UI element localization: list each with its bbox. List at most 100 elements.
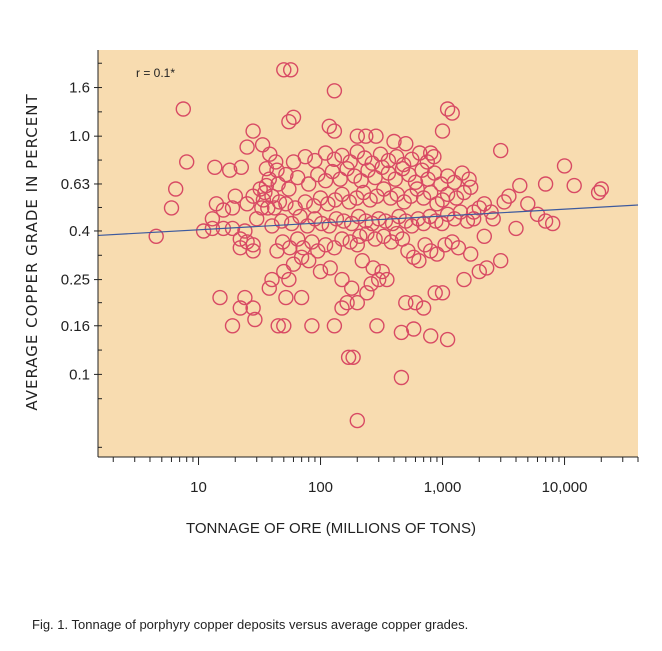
data-point xyxy=(227,188,244,204)
data-point xyxy=(281,113,297,130)
x-axis-ticks xyxy=(112,457,639,465)
data-point xyxy=(297,194,313,210)
data-point xyxy=(237,289,253,306)
data-point xyxy=(566,177,582,194)
data-point xyxy=(295,240,311,256)
data-point xyxy=(429,246,445,262)
data-point xyxy=(395,156,412,173)
data-point xyxy=(414,162,430,178)
data-point xyxy=(334,300,350,316)
data-point xyxy=(278,166,294,183)
data-point xyxy=(148,228,164,245)
x-tick-label: 10 xyxy=(190,479,207,496)
data-point xyxy=(167,181,184,197)
data-point xyxy=(320,196,336,212)
data-point xyxy=(411,253,427,269)
data-point xyxy=(456,271,472,288)
data-point xyxy=(369,318,385,334)
data-point xyxy=(434,285,451,301)
data-point xyxy=(450,240,467,256)
data-point xyxy=(415,300,432,316)
data-point xyxy=(276,263,292,280)
data-point xyxy=(332,171,348,187)
data-point xyxy=(290,231,306,247)
data-point xyxy=(281,181,297,197)
data-point xyxy=(379,271,395,288)
data-point xyxy=(261,280,277,296)
data-point xyxy=(232,231,249,247)
data-point xyxy=(363,276,379,292)
y-tick-label: 0.63 xyxy=(61,176,90,193)
data-point xyxy=(239,196,255,212)
data-point xyxy=(349,412,365,429)
data-point xyxy=(354,253,370,269)
data-point xyxy=(359,225,375,242)
data-point xyxy=(328,211,345,227)
data-point xyxy=(312,263,329,280)
data-point xyxy=(393,369,410,386)
y-tick-label: 0.25 xyxy=(61,272,90,289)
data-point xyxy=(341,194,357,210)
data-point xyxy=(537,176,554,192)
data-point xyxy=(178,154,195,170)
data-point xyxy=(255,192,272,208)
data-point xyxy=(271,194,288,210)
data-point xyxy=(493,142,509,159)
data-point xyxy=(537,213,554,229)
data-point xyxy=(398,295,414,311)
data-point xyxy=(439,331,456,348)
data-point xyxy=(463,246,479,262)
data-point xyxy=(417,237,433,253)
data-point xyxy=(428,213,444,229)
data-point xyxy=(163,200,180,216)
data-point xyxy=(334,271,350,288)
data-point xyxy=(512,177,528,194)
data-point xyxy=(249,211,265,227)
data-point xyxy=(545,215,561,232)
data-point xyxy=(339,295,355,311)
y-axis-title: AVERAGE COPPER GRADE IN PERCENT xyxy=(23,93,41,410)
data-point xyxy=(446,174,463,191)
correlation-annotation: r = 0.1* xyxy=(136,66,175,80)
data-point xyxy=(310,243,326,259)
data-point xyxy=(326,83,343,99)
y-tick-label: 0.4 xyxy=(69,223,90,240)
data-point xyxy=(270,318,286,334)
data-point xyxy=(321,118,337,135)
data-point xyxy=(371,271,387,288)
data-point xyxy=(281,271,297,288)
data-point xyxy=(410,211,426,227)
data-point xyxy=(476,228,492,245)
data-point xyxy=(340,349,357,365)
y-axis-tick-labels: 1.6 1.0 0.63 0.4 0.25 0.16 0.1 xyxy=(61,80,90,384)
data-point xyxy=(434,123,451,139)
data-point xyxy=(368,128,384,144)
data-point xyxy=(293,289,310,306)
data-point xyxy=(326,123,343,139)
data-point xyxy=(224,200,241,216)
data-point xyxy=(412,145,428,161)
data-point xyxy=(212,289,228,306)
data-point xyxy=(285,256,302,272)
data-point xyxy=(326,151,343,168)
data-point xyxy=(233,159,250,176)
data-point xyxy=(307,152,323,169)
data-point xyxy=(322,260,338,276)
data-point xyxy=(237,223,253,239)
data-point xyxy=(304,318,320,334)
data-point xyxy=(479,260,495,276)
data-point xyxy=(301,253,317,269)
data-point xyxy=(427,285,443,301)
plot-background xyxy=(98,50,638,457)
data-point xyxy=(285,109,302,126)
trend-line xyxy=(97,204,639,237)
data-point xyxy=(590,184,607,201)
data-point xyxy=(359,285,375,301)
data-point xyxy=(407,174,424,191)
data-point xyxy=(374,263,390,280)
data-point xyxy=(207,159,223,176)
data-point xyxy=(297,148,313,165)
data-point xyxy=(496,194,512,210)
data-point xyxy=(393,324,410,341)
